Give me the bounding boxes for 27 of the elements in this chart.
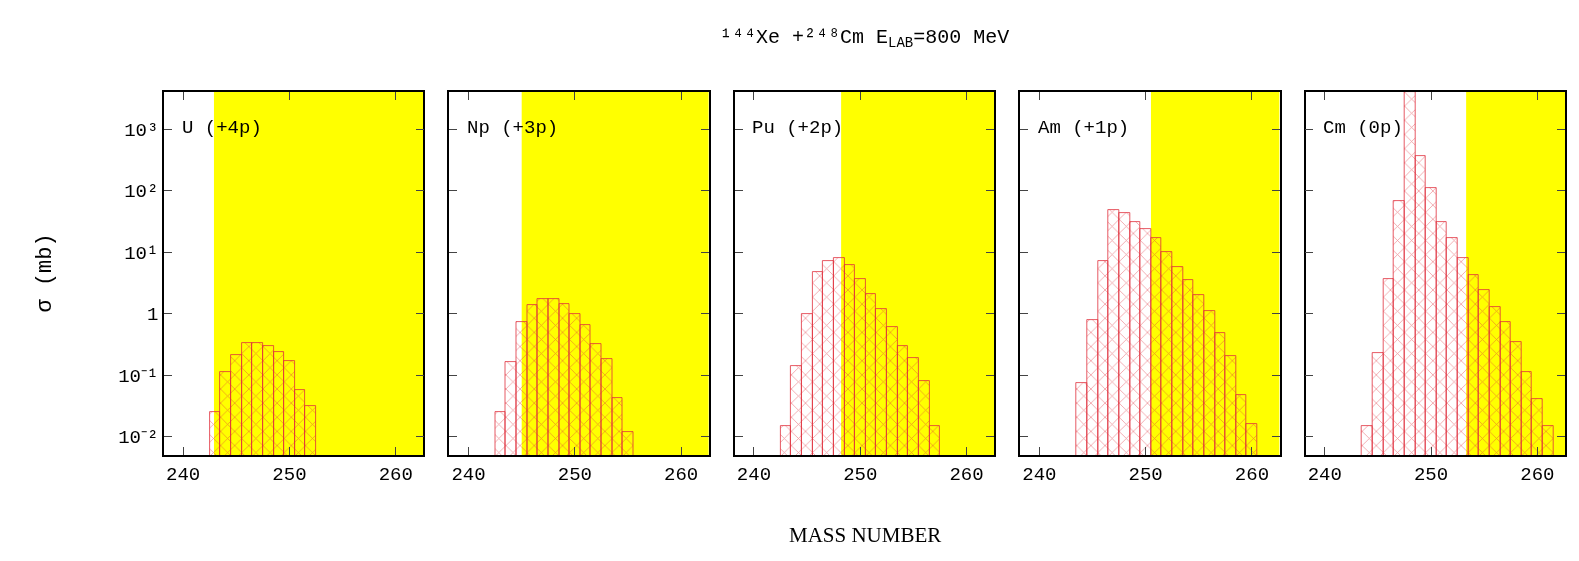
y-axis-title: σ (mb) <box>32 233 58 313</box>
y-tick-label: 10³ <box>124 119 159 142</box>
y-tick-label: 10² <box>124 181 159 204</box>
x-tick-label: 240 <box>1022 463 1057 486</box>
x-tick-label: 240 <box>451 463 486 486</box>
x-tick-label: 250 <box>843 463 878 486</box>
x-tick-label: 250 <box>1413 463 1449 486</box>
x-tick-label: 260 <box>1234 463 1270 486</box>
annotation: Cm (0p) <box>1323 117 1403 139</box>
y-tick-label: 10⁻¹ <box>118 365 159 388</box>
x-tick-label: 260 <box>1520 463 1555 486</box>
x-tick-label: 240 <box>166 463 201 486</box>
chart-title: ¹⁴⁴Xe +²⁴⁸Cm E$_{LAB}$=800 MeV <box>720 26 1010 52</box>
x-tick-label: 250 <box>1128 463 1163 486</box>
x-tick-label: 240 <box>1307 463 1342 486</box>
x-axis-title: MASS NUMBER <box>789 523 942 547</box>
x-tick-label: 250 <box>557 463 592 486</box>
y-tick-label: 10⁻² <box>118 427 159 450</box>
x-tick-label: 260 <box>378 463 413 486</box>
annotation: Pu (+2p) <box>752 117 844 139</box>
annotation: Am (+1p) <box>1038 117 1130 139</box>
y-tick-label: 1 <box>147 304 159 327</box>
x-tick-label: 260 <box>949 463 984 486</box>
x-tick-label: 260 <box>664 463 699 486</box>
x-tick-label: 240 <box>736 463 772 486</box>
y-tick-label: 10¹ <box>124 242 159 265</box>
x-tick-label: 250 <box>272 463 307 486</box>
